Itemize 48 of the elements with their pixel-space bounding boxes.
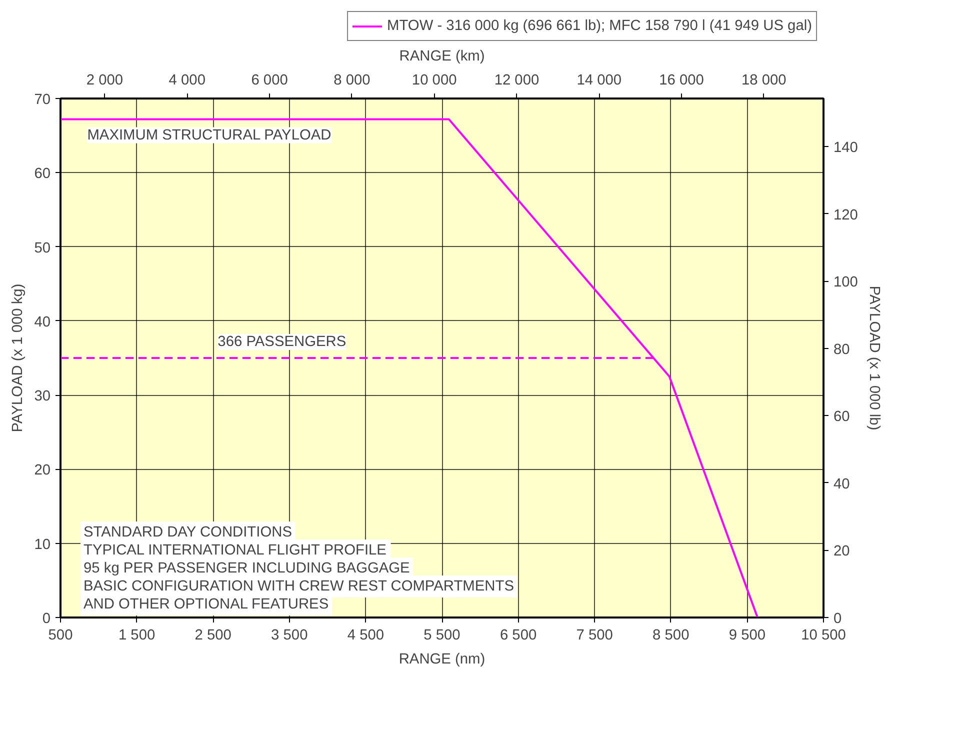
x2-tick-label: 18 000 (742, 72, 786, 88)
annotation: BASIC CONFIGURATION WITH CREW REST COMPARTMENTS (84, 578, 514, 594)
y-axis-title: PAYLOAD (x 1 000 kg) (10, 284, 26, 432)
y2-tick-label: 100 (834, 274, 858, 291)
y2-tick-label: 120 (834, 207, 858, 224)
y-tick-label: 0 (42, 611, 51, 627)
x-tick-label: 4 500 (347, 628, 384, 644)
y-tick-label: 20 (34, 462, 51, 479)
x2-tick-label: 8 000 (334, 72, 370, 88)
y-tick-label: 10 (34, 536, 51, 553)
x-tick-label: 3 500 (271, 628, 308, 644)
y2-axis-title: PAYLOAD (x 1 000 lb) (866, 286, 882, 430)
x2-tick-label: 6 000 (251, 72, 288, 88)
x-tick-label: 10 500 (801, 628, 846, 644)
y2-tick-label: 0 (834, 611, 842, 627)
legend-label: MTOW - 316 000 kg (696 661 lb); MFC 158 790 l (41 949 US gal) (387, 18, 812, 34)
annotation: 95 kg PER PASSENGER INCLUDING BAGGAGE (84, 560, 410, 576)
y-tick-label: 40 (34, 314, 51, 330)
x-tick-label: 5 500 (424, 628, 460, 644)
x2-tick-label: 2 000 (86, 72, 124, 88)
x-tick-label: 7 500 (576, 628, 613, 644)
x-tick-label: 6 500 (500, 628, 537, 644)
annotation: TYPICAL INTERNATIONAL FLIGHT PROFILE (84, 542, 387, 558)
x2-tick-label: 10 000 (412, 72, 457, 88)
y-tick-label: 50 (34, 240, 51, 256)
annotation: STANDARD DAY CONDITIONS (84, 524, 292, 540)
y-tick-label: 70 (34, 92, 51, 108)
y-tick-label: 60 (34, 166, 51, 182)
x2-tick-label: 12 000 (494, 72, 540, 88)
x-tick-label: 9 500 (728, 628, 766, 644)
y2-tick-label: 140 (834, 140, 858, 156)
x-tick-label: 8 500 (652, 628, 690, 644)
y2-tick-label: 40 (834, 476, 850, 492)
y2-tick-label: 80 (834, 342, 850, 358)
x-tick-label: 2 500 (194, 628, 232, 644)
y2-tick-label: 20 (834, 544, 850, 560)
x-tick-label: 1 500 (118, 628, 156, 644)
x-tick-label: 500 (48, 628, 73, 644)
x2-tick-label: 16 000 (659, 72, 704, 88)
y2-tick-label: 60 (834, 409, 850, 426)
annotation: AND OTHER OPTIONAL FEATURES (84, 596, 329, 612)
y-tick-label: 30 (34, 388, 51, 405)
annotation: MAXIMUM STRUCTURAL PAYLOAD (87, 127, 332, 144)
x2-tick-label: 4 000 (168, 72, 206, 88)
x-axis-title: RANGE (nm) (398, 652, 486, 668)
x2-tick-label: 14 000 (576, 72, 622, 88)
x2-axis-title: RANGE (km) (399, 48, 485, 64)
annotation: 366 PASSENGERS (218, 334, 346, 350)
